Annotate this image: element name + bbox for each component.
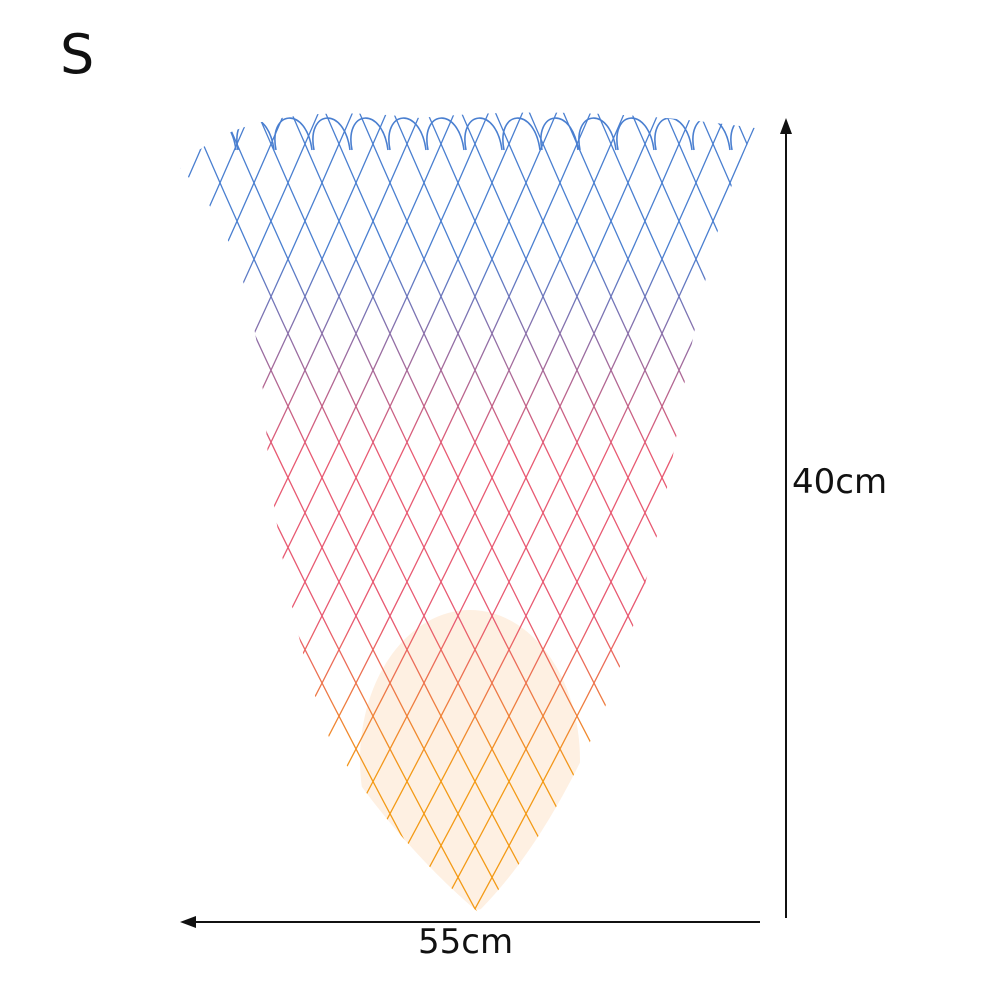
width-label: 55cm	[418, 922, 514, 962]
net-strand	[0, 100, 16, 940]
net-strand	[593, 112, 755, 912]
net-strand	[421, 112, 755, 912]
net-strand	[661, 112, 755, 912]
net-strand	[180, 112, 221, 912]
net-rim-loop	[578, 117, 617, 151]
net-strand	[932, 100, 1000, 940]
net-strand	[659, 112, 755, 912]
net-strand	[180, 112, 391, 912]
net-strand	[966, 100, 1000, 940]
fishing-net	[0, 100, 1000, 940]
net-strand	[423, 112, 755, 912]
net-rim-loop	[692, 117, 731, 151]
net-strand	[0, 100, 120, 940]
net-rim-loop	[540, 117, 579, 151]
net-strand	[180, 112, 527, 912]
net-strand	[180, 112, 425, 912]
net-strand	[864, 100, 1000, 940]
net-strand	[625, 112, 755, 912]
net-strand	[180, 112, 291, 912]
net-strand	[180, 112, 325, 912]
net-strand	[0, 100, 118, 940]
net-strand	[627, 112, 755, 912]
net-strand	[0, 100, 52, 940]
net-strand	[455, 112, 755, 912]
net-rim-loop	[198, 117, 237, 151]
net-strand	[0, 100, 152, 940]
net-strand	[180, 112, 223, 912]
net-strand	[557, 112, 755, 912]
net-strand	[180, 112, 359, 912]
net-rim-loop	[464, 117, 503, 151]
net-strand	[180, 112, 393, 912]
net-rim-loop	[350, 117, 389, 151]
net-strand	[0, 100, 86, 940]
net-strand	[0, 100, 18, 940]
net-strand	[180, 112, 257, 912]
net-strand	[968, 100, 1000, 940]
net-shadow	[360, 610, 580, 910]
net-rim-loop	[426, 117, 465, 151]
width-dimension-arrow	[180, 916, 760, 928]
net-strand	[180, 112, 427, 912]
net-rim-loop	[312, 117, 351, 151]
net-rim-loop	[236, 117, 275, 151]
height-label: 40cm	[792, 462, 888, 502]
net-strand	[180, 112, 187, 912]
net-strand	[491, 112, 755, 912]
net-rim-loop	[616, 117, 655, 151]
height-dimension-arrow	[780, 118, 792, 918]
net-rim-loop	[388, 117, 427, 151]
net-strand	[180, 112, 255, 912]
net-strand	[591, 112, 755, 912]
net-rim-loop	[730, 117, 755, 151]
net-strand	[559, 112, 755, 912]
net-strand	[796, 100, 1000, 940]
net-strand	[798, 100, 1000, 940]
net-strand	[183, 112, 595, 912]
net-strand	[866, 100, 1000, 940]
net-strand	[525, 112, 755, 912]
net-strand	[832, 100, 1000, 940]
net-strand	[762, 100, 1000, 940]
net-strand	[934, 100, 1000, 940]
net-strand	[0, 100, 154, 940]
net-strand	[729, 112, 755, 912]
net-strand	[830, 100, 1000, 940]
net-strand	[180, 112, 289, 912]
size-label: S	[60, 23, 95, 86]
net-rim-loop	[502, 117, 541, 151]
net-strand	[523, 112, 755, 912]
net-strand	[727, 112, 755, 912]
net-strand	[0, 100, 84, 940]
net-strand	[180, 112, 189, 912]
net-strand	[693, 112, 755, 912]
net-rim-loop	[654, 117, 693, 151]
net-strand	[898, 100, 1000, 940]
net-strand	[900, 100, 1000, 940]
net-rim-loop	[274, 117, 313, 151]
net-strand	[695, 112, 755, 912]
net-strand	[0, 100, 50, 940]
net-strand	[764, 100, 1000, 940]
